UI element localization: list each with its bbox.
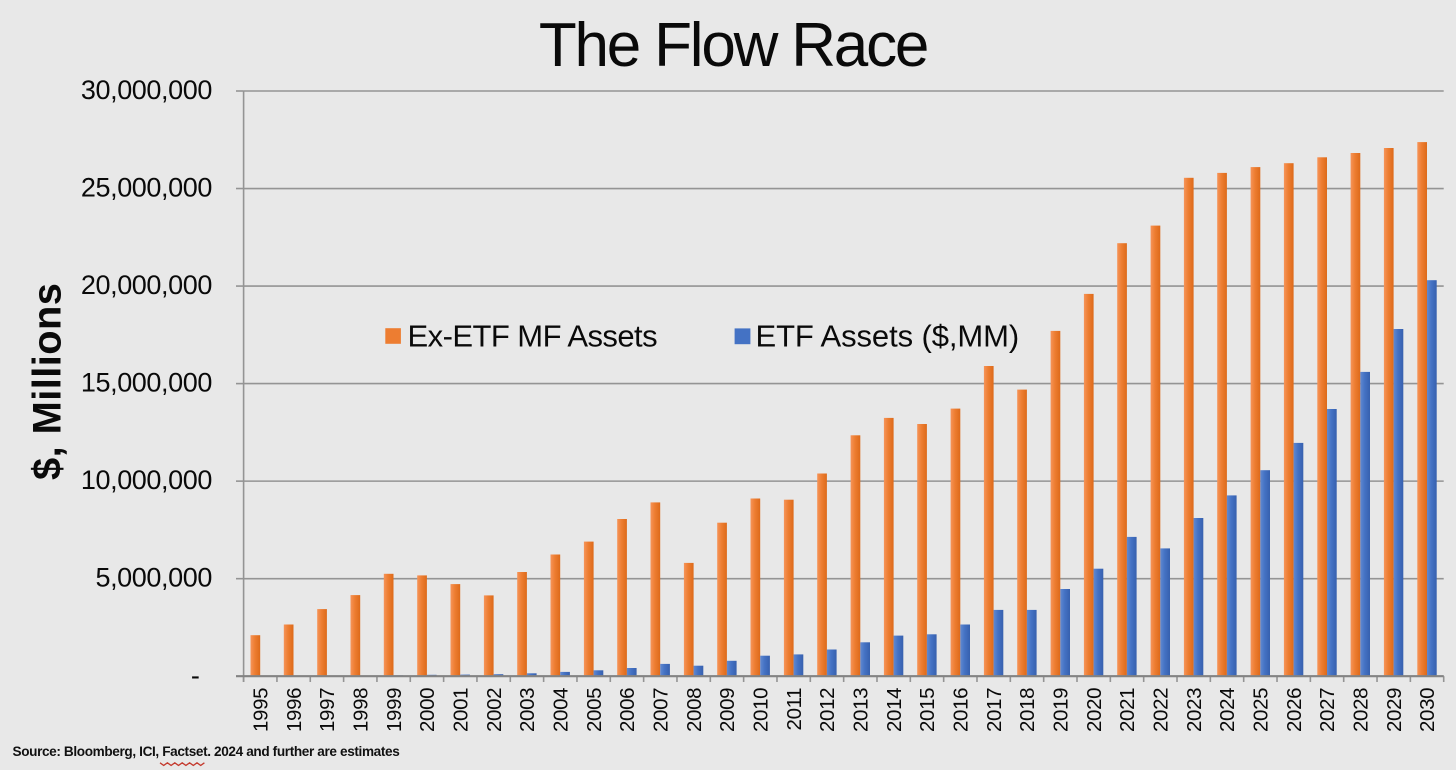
svg-text:10,000,000: 10,000,000 [81, 465, 212, 495]
svg-text:2009: 2009 [716, 688, 739, 732]
svg-text:2003: 2003 [516, 688, 539, 732]
svg-text:1996: 1996 [283, 688, 306, 732]
svg-text:2010: 2010 [750, 688, 773, 732]
svg-text:2022: 2022 [1150, 688, 1173, 732]
svg-text:2014: 2014 [883, 688, 906, 732]
svg-text:2007: 2007 [650, 688, 673, 732]
svg-text:Ex-ETF MF Assets: Ex-ETF MF Assets [408, 319, 658, 354]
svg-text:2024: 2024 [1216, 688, 1239, 732]
svg-text:1995: 1995 [250, 688, 273, 732]
svg-text:2002: 2002 [483, 688, 506, 732]
svg-text:30,000,000: 30,000,000 [81, 75, 212, 105]
svg-text:2005: 2005 [583, 688, 606, 732]
svg-text:2023: 2023 [1183, 688, 1206, 732]
svg-text:2008: 2008 [683, 688, 706, 732]
svg-text:1998: 1998 [350, 688, 373, 732]
svg-text:2030: 2030 [1416, 688, 1439, 732]
svg-text:2013: 2013 [850, 688, 873, 732]
svg-text:2025: 2025 [1250, 688, 1273, 732]
svg-text:$, Millions: $, Millions [26, 283, 70, 480]
svg-text:2012: 2012 [816, 688, 839, 732]
svg-text:2018: 2018 [1016, 688, 1039, 732]
svg-text:5,000,000: 5,000,000 [95, 563, 212, 593]
svg-text:2004: 2004 [550, 688, 573, 732]
svg-text:2021: 2021 [1116, 688, 1139, 732]
svg-text:2028: 2028 [1350, 688, 1373, 732]
svg-text:The Flow Race: The Flow Race [539, 11, 927, 80]
svg-text:1997: 1997 [316, 688, 339, 732]
svg-text:2016: 2016 [950, 688, 973, 732]
svg-text:2026: 2026 [1283, 688, 1306, 732]
svg-text:2006: 2006 [616, 688, 639, 732]
svg-text:Source: Bloomberg, ICI, Factse: Source: Bloomberg, ICI, Factset. 2024 an… [13, 744, 400, 759]
svg-text:ETF Assets ($,MM): ETF Assets ($,MM) [756, 319, 1020, 354]
svg-text:2001: 2001 [450, 688, 473, 732]
svg-text:2019: 2019 [1050, 688, 1073, 732]
svg-text:15,000,000: 15,000,000 [81, 368, 212, 398]
svg-text:1999: 1999 [383, 688, 406, 732]
svg-text:2027: 2027 [1316, 688, 1339, 732]
svg-text:2015: 2015 [916, 688, 939, 732]
svg-text:2020: 2020 [1083, 688, 1106, 732]
svg-text:-: - [191, 661, 200, 691]
svg-text:2017: 2017 [983, 688, 1006, 732]
svg-text:2000: 2000 [416, 688, 439, 732]
svg-text:25,000,000: 25,000,000 [81, 173, 212, 203]
svg-text:2029: 2029 [1383, 688, 1406, 732]
svg-text:20,000,000: 20,000,000 [81, 270, 212, 300]
svg-text:2011: 2011 [783, 688, 806, 731]
